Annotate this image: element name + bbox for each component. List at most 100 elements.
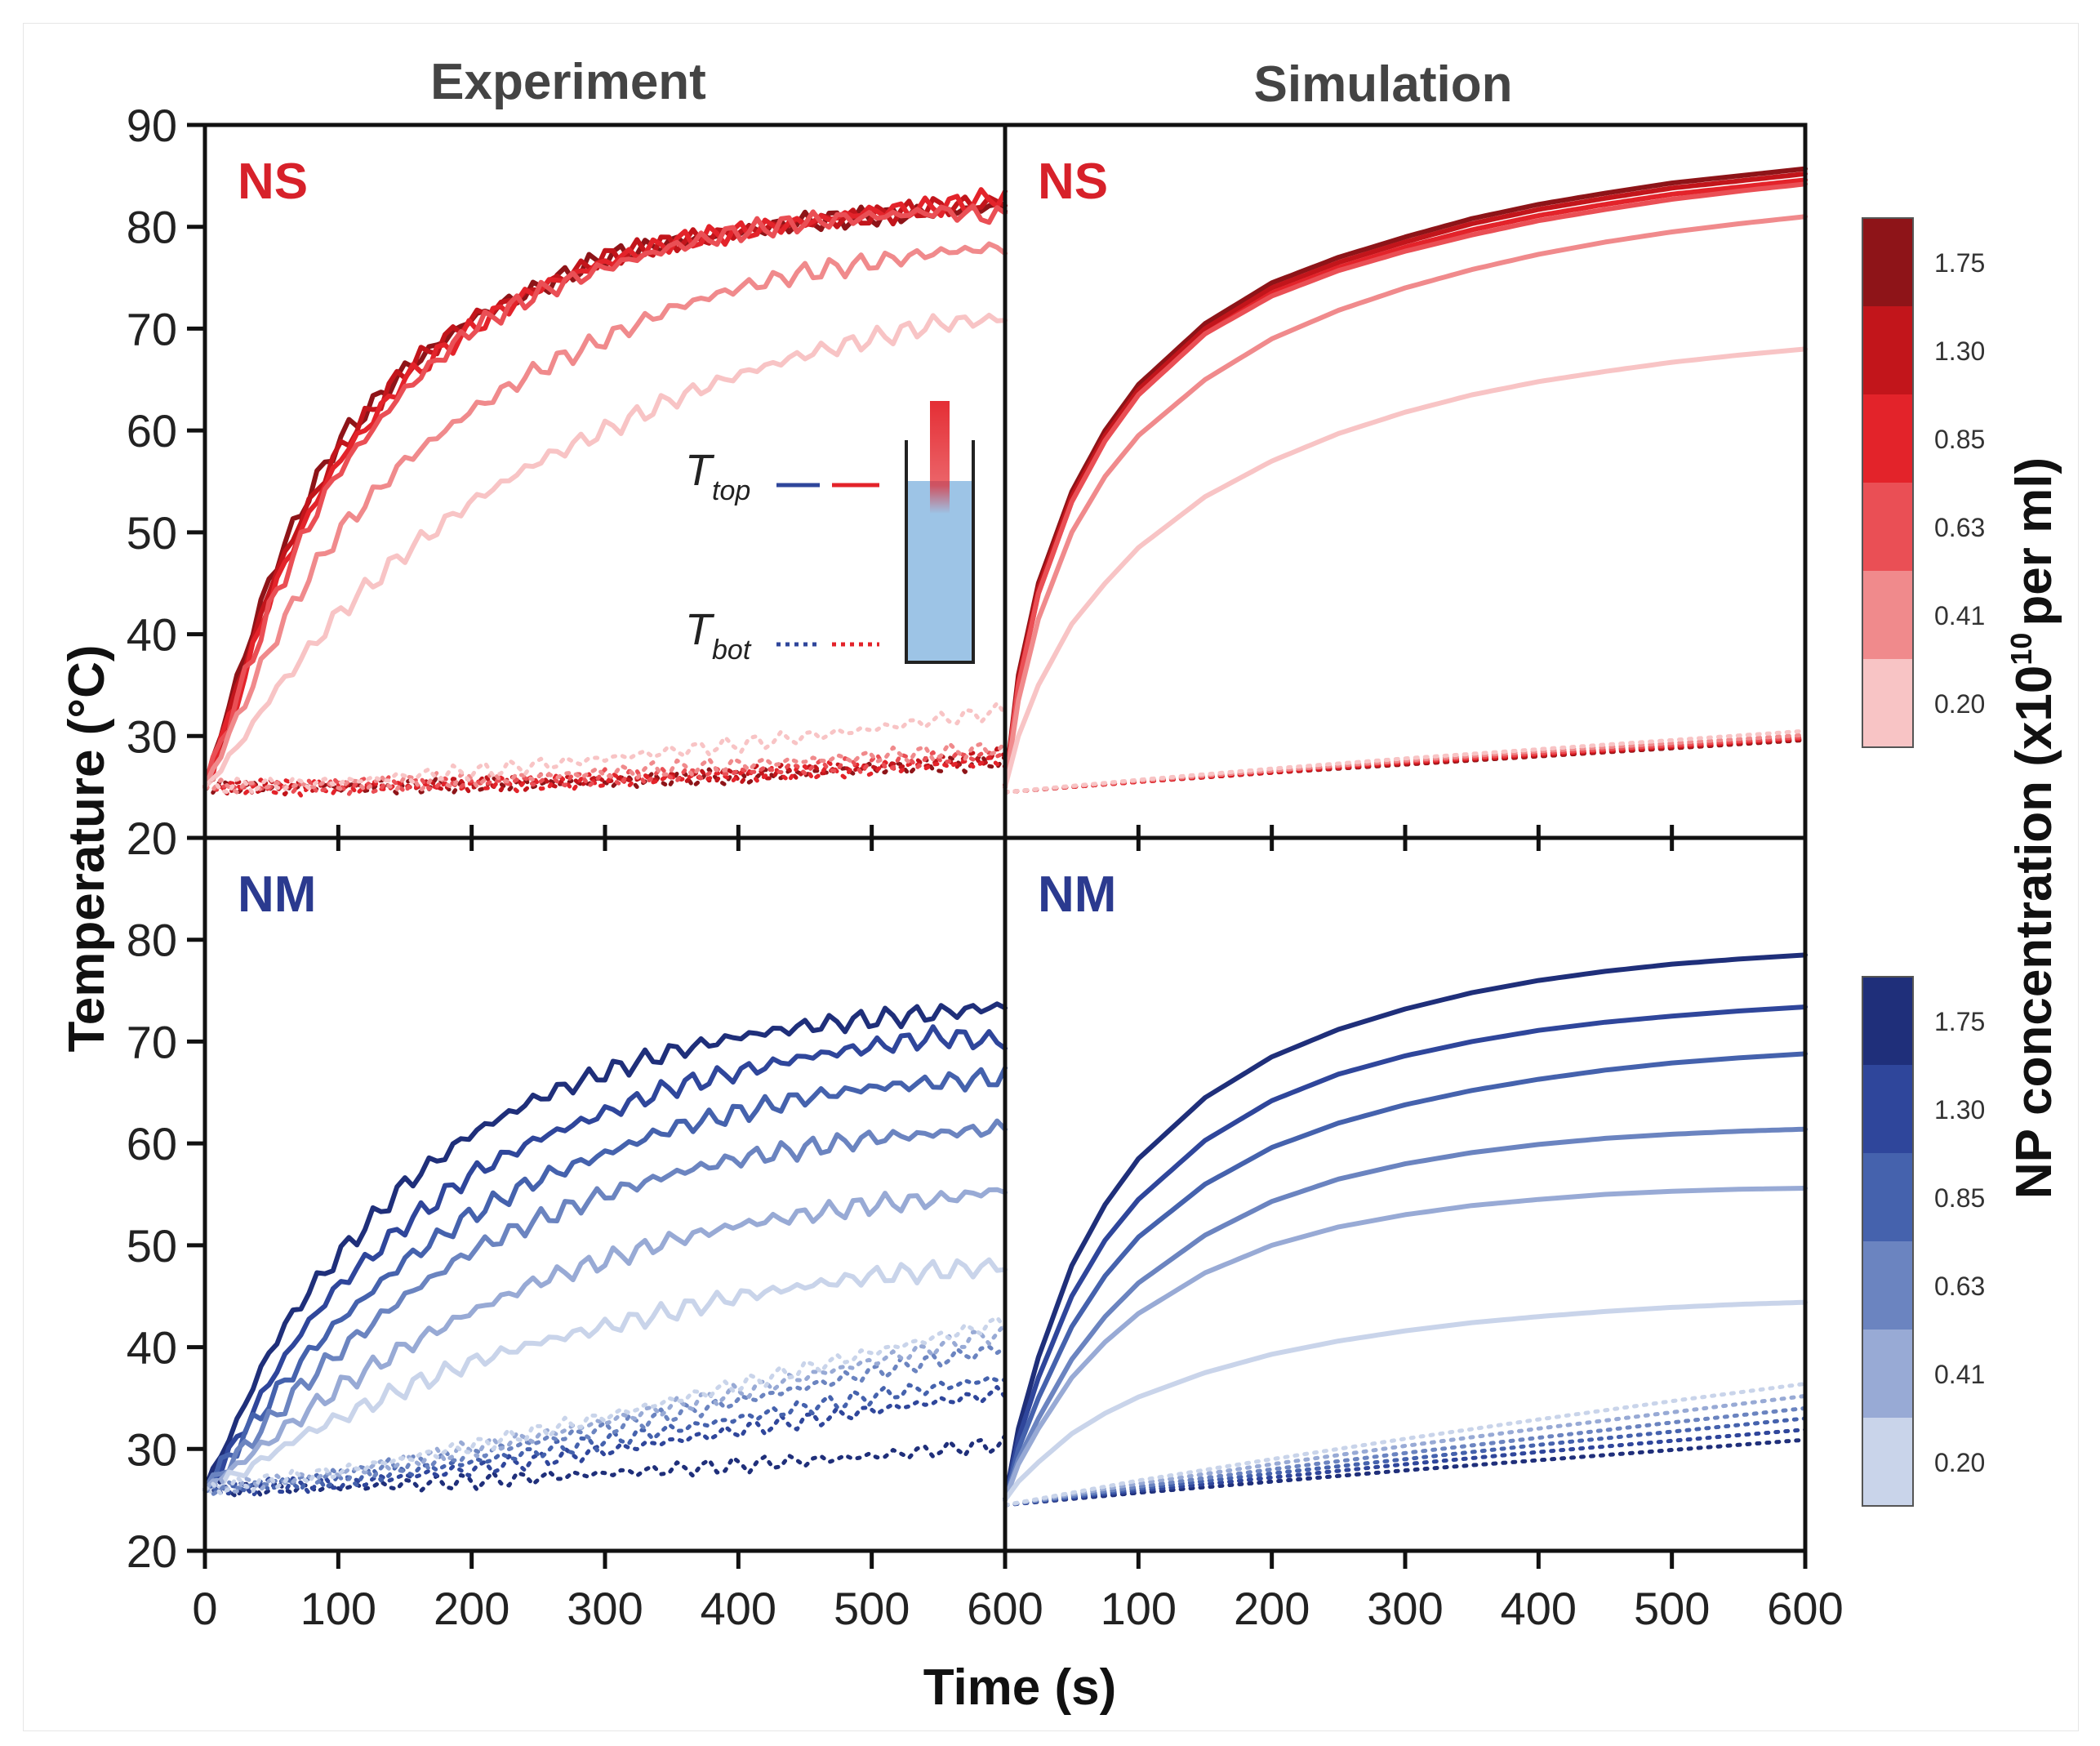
colorbar-red-label: 1.30 (1934, 336, 1985, 366)
series-nm-simulation-tbot-0p85 (1003, 1416, 1808, 1508)
panel-label-ns-simulation: NS (1038, 154, 1108, 210)
x-tick-label: 300 (1367, 1583, 1443, 1634)
series-nm-simulation-ttop-0p41 (1003, 1186, 1808, 1503)
series-nm-experiment-tbot-0p85 (202, 1375, 1008, 1493)
y-tick-label: 30 (127, 710, 177, 762)
axes: 0 100 200 300 400 500 600 100 200 300 400 500 600 20 3… (127, 100, 1844, 1634)
series-nm-experiment-tbot-0p20 (202, 1315, 1008, 1496)
plot-area: NS NS NM NM (202, 154, 1808, 1508)
colorbar-blue-label: 0.20 (1934, 1448, 1985, 1477)
series-ns-experiment-ttop-1p30 (202, 194, 1008, 790)
series-nm-simulation-tbot-1p75 (1003, 1437, 1808, 1508)
colorbar-blue-segment-0 (1862, 977, 1913, 1065)
colorbar-blue-segment-2 (1862, 1153, 1913, 1241)
colorbar-blue-segment-5 (1862, 1418, 1913, 1506)
legend-ttop-sub: top (712, 475, 750, 506)
series-nm-experiment-ttop-0p85 (202, 1065, 1008, 1493)
colorbar-blue-label: 0.63 (1934, 1272, 1985, 1301)
y-axis-title: Temperature (°C) (59, 644, 115, 1052)
laser-beam (930, 401, 950, 514)
x-tick-label: 400 (1501, 1583, 1577, 1634)
colorbar-title-exponent: 10 (2004, 633, 2038, 666)
series-nm-experiment-ttop-1p75 (202, 1001, 1008, 1493)
colorbar-title-part2: per ml) (2006, 457, 2062, 626)
series-nm-experiment-tbot-0p41 (202, 1322, 1008, 1494)
series-ns-experiment-tbot-0p63 (202, 750, 1008, 796)
x-tick-label: 600 (967, 1583, 1043, 1634)
colorbar-red-segment-2 (1862, 394, 1913, 483)
series-ns-experiment-tbot-0p41 (202, 740, 1008, 795)
panel-ns-experiment: NS (202, 154, 1008, 798)
y-tick-label: 20 (127, 1526, 177, 1577)
legend-ttop-label: Ttop (685, 446, 750, 506)
colorbar-blue-segment-1 (1862, 1065, 1913, 1153)
legend-ttop-main: T (685, 446, 715, 495)
colorbar-red-label: 0.85 (1934, 425, 1985, 454)
y-tick-label: 40 (127, 1322, 177, 1374)
y-tick-label: 80 (127, 202, 177, 253)
x-tick-label: 400 (701, 1583, 776, 1634)
y-tick-label: 50 (127, 1220, 177, 1272)
colorbar-title: NP concentration (x1010 per ml) (2004, 457, 2062, 1199)
series-ns-experiment-tbot-1p75 (202, 753, 1008, 796)
series-nm-experiment-ttop-1p30 (202, 1024, 1008, 1493)
series-ns-experiment-ttop-0p63 (202, 203, 1008, 790)
series-nm-simulation-tbot-0p63 (1003, 1405, 1808, 1508)
series-nm-experiment-tbot-1p75 (202, 1433, 1008, 1499)
y-tick-label: 70 (127, 1016, 177, 1067)
figure-frame: Experiment Simulation NS NS NM NM Ttop Tbot… (23, 23, 2079, 1731)
series-ns-simulation-ttop-1p75 (1003, 166, 1808, 790)
colorbar-blue-label: 1.30 (1934, 1095, 1985, 1125)
colorbar-blue-segment-4 (1862, 1330, 1913, 1418)
x-tick-label: 500 (834, 1583, 910, 1634)
x-tick-label: 200 (434, 1583, 509, 1634)
series-ns-simulation-ttop-0p85 (1003, 177, 1808, 790)
series-ns-simulation-tbot-0p20 (1003, 728, 1808, 795)
panel-nm-experiment: NM (202, 866, 1008, 1499)
colorbar-blue-label: 1.75 (1934, 1007, 1985, 1036)
legend-tbot-main: T (685, 605, 715, 654)
x-tick-label: 100 (1101, 1583, 1177, 1634)
series-ns-experiment-ttop-0p85 (202, 187, 1008, 790)
colorbar-red-label: 0.41 (1934, 601, 1985, 630)
series-ns-experiment-ttop-0p41 (202, 241, 1008, 790)
series-nm-simulation-ttop-0p85 (1003, 1051, 1808, 1503)
y-tick-label: 30 (127, 1423, 177, 1475)
x-tick-label: 300 (567, 1583, 643, 1634)
series-ns-experiment-tbot-0p20 (202, 701, 1008, 795)
panel-label-ns-experiment: NS (238, 154, 308, 210)
series-ns-simulation-tbot-0p41 (1003, 733, 1808, 795)
series-nm-simulation-tbot-0p41 (1003, 1393, 1808, 1508)
colorbar-red-segment-1 (1862, 306, 1913, 394)
panel-label-nm-simulation: NM (1038, 866, 1116, 923)
colorbar-red-label: 1.75 (1934, 248, 1985, 278)
colorbar-blue-label: 0.41 (1934, 1360, 1985, 1389)
beaker-wall (905, 440, 975, 664)
series-nm-simulation-ttop-1p75 (1003, 952, 1808, 1503)
colorbar-title-part1: NP concentration (x10 (2006, 666, 2062, 1199)
series-ns-experiment-tbot-0p85 (202, 755, 1008, 798)
colorbar-red-segment-3 (1862, 483, 1913, 571)
series-nm-experiment-ttop-0p20 (202, 1257, 1008, 1494)
series-ns-simulation-ttop-0p63 (1003, 181, 1808, 790)
series-nm-simulation-ttop-1p30 (1003, 1004, 1808, 1503)
panel-ns-simulation: NS (1003, 154, 1808, 795)
colorbar-blue-label: 0.85 (1934, 1183, 1985, 1213)
series-nm-simulation-tbot-1p30 (1003, 1428, 1808, 1508)
column-title-simulation: Simulation (1254, 56, 1513, 113)
legend-tbot-label: Tbot (685, 605, 752, 666)
y-tick-label: 50 (127, 507, 177, 559)
series-nm-experiment-tbot-1p30 (202, 1385, 1008, 1499)
column-title-experiment: Experiment (430, 54, 706, 110)
series-nm-experiment-ttop-0p63 (202, 1118, 1008, 1493)
y-tick-label: 90 (127, 100, 177, 151)
colorbar-red-segment-4 (1862, 571, 1913, 659)
x-axis-title: Time (s) (923, 1659, 1117, 1716)
temperature-figure: Experiment Simulation NS NS NM NM Ttop Tbot… (59, 54, 2062, 1716)
y-tick-label: 60 (127, 405, 177, 457)
colorbar-red-segment-5 (1862, 659, 1913, 747)
colorbar-red-segment-0 (1862, 218, 1913, 306)
x-tick-label: 200 (1234, 1583, 1310, 1634)
series-ns-simulation-ttop-1p30 (1003, 171, 1808, 790)
series-nm-simulation-ttop-0p20 (1003, 1299, 1808, 1503)
